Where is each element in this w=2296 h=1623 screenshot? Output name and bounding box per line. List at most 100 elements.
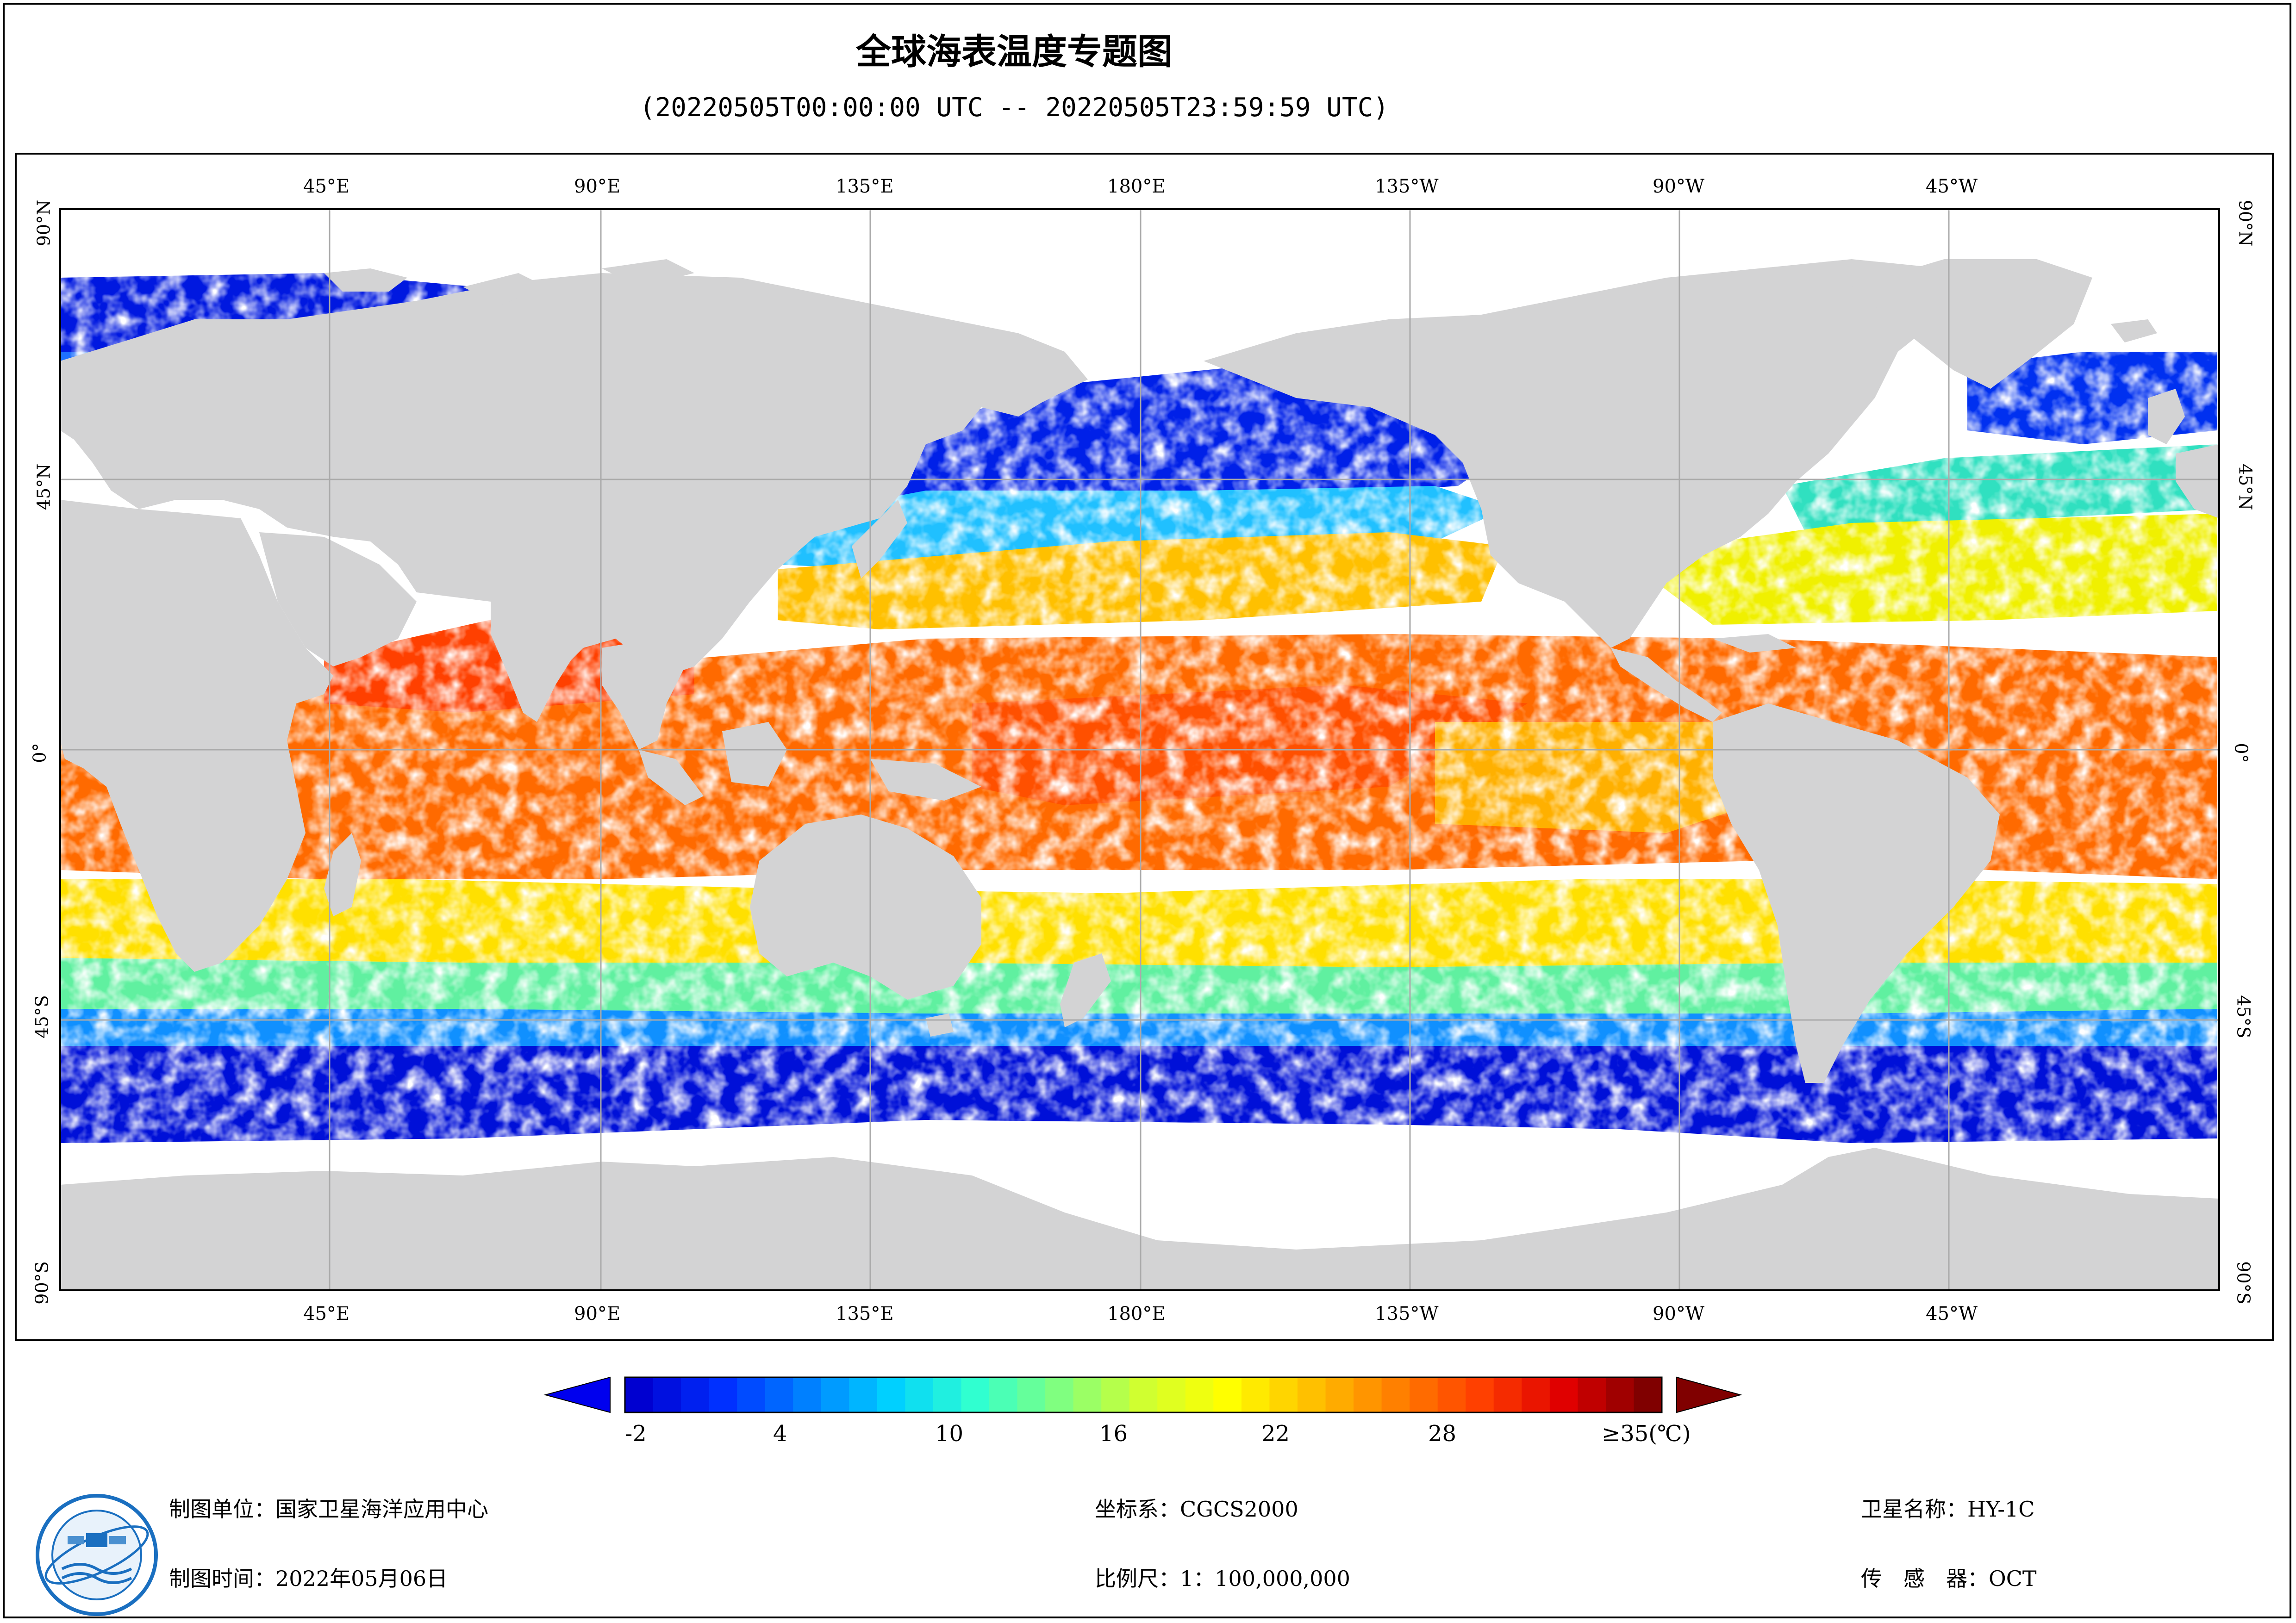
legend-label-16: 16 bbox=[1099, 1421, 1128, 1447]
colorbar-cell bbox=[1549, 1377, 1578, 1412]
lat-label-left-45n: 45°N bbox=[33, 463, 54, 510]
colorbar-cell bbox=[1522, 1377, 1550, 1412]
lon-label-top-135w: 135°W bbox=[1375, 176, 1439, 197]
new-guinea-island bbox=[870, 759, 981, 801]
footer-sensor: 传 感 器：OCT bbox=[1861, 1566, 2037, 1591]
new-zealand-islands bbox=[1060, 953, 1111, 1027]
colorbar-cell bbox=[989, 1377, 1018, 1412]
lon-label-bottom-135w: 135°W bbox=[1375, 1303, 1439, 1325]
page-border bbox=[3, 3, 2291, 1618]
colorbar-cell bbox=[737, 1377, 766, 1412]
legend-label-4: 4 bbox=[773, 1421, 787, 1447]
madagascar-island bbox=[324, 833, 361, 916]
japan-islands bbox=[852, 500, 907, 578]
colorbar-cell bbox=[849, 1377, 878, 1412]
lon-label-top-135e: 135°E bbox=[836, 176, 894, 197]
lat-label-right-0: 0° bbox=[2231, 743, 2252, 763]
colorbar-frame bbox=[624, 1376, 1663, 1413]
legend-label-35-unit: ≥35(℃) bbox=[1602, 1421, 1691, 1447]
arabian-peninsula bbox=[259, 532, 417, 666]
colorbar-min-arrow bbox=[543, 1376, 611, 1413]
lon-label-top-90e: 90°E bbox=[574, 176, 621, 197]
footer-coordinate-system: 坐标系：CGCS2000 bbox=[1095, 1497, 1298, 1522]
colorbar-cell bbox=[653, 1377, 681, 1412]
legend-label-28: 28 bbox=[1428, 1421, 1457, 1447]
colorbar-cell bbox=[1437, 1377, 1466, 1412]
indian-subcontinent bbox=[491, 602, 579, 722]
lat-label-right-90s: 90°S bbox=[2233, 1261, 2254, 1305]
severnaya-zemlya-island bbox=[602, 259, 694, 287]
lat-label-left-90s: 90°S bbox=[31, 1261, 52, 1305]
sumatra-island bbox=[639, 750, 704, 805]
lat-label-right-90n: 90°N bbox=[2235, 199, 2256, 247]
colorbar-cell bbox=[1605, 1377, 1634, 1412]
lat-label-right-45n: 45°N bbox=[2235, 463, 2256, 510]
colorbar-cell bbox=[1410, 1377, 1438, 1412]
footer-cartography-date: 制图时间：2022年05月06日 bbox=[169, 1566, 448, 1591]
map-frame bbox=[15, 153, 2274, 1341]
colorbar-cells bbox=[625, 1377, 1662, 1412]
eurasia-landmass bbox=[60, 273, 1088, 676]
colorbar-cell bbox=[1634, 1377, 1662, 1412]
map-title: 全球海表温度专题图 bbox=[856, 31, 1173, 72]
colorbar bbox=[543, 1376, 1742, 1413]
colorbar-cell bbox=[793, 1377, 822, 1412]
lat-label-left-0: 0° bbox=[29, 743, 50, 763]
lon-label-bottom-45w: 45°W bbox=[1926, 1303, 1978, 1325]
colorbar-cell bbox=[905, 1377, 934, 1412]
africa-landmass bbox=[60, 500, 333, 972]
colorbar-cell bbox=[1213, 1377, 1242, 1412]
north-america-landmass bbox=[1204, 259, 1990, 648]
graticule bbox=[60, 209, 2219, 1290]
colorbar-cell bbox=[1381, 1377, 1410, 1412]
colorbar-cell bbox=[1185, 1377, 1214, 1412]
colorbar-cell bbox=[1325, 1377, 1354, 1412]
colorbar-cell bbox=[961, 1377, 990, 1412]
lon-label-bottom-135e: 135°E bbox=[836, 1303, 894, 1325]
lat-label-left-90n: 90°N bbox=[33, 199, 54, 247]
western-europe bbox=[2176, 444, 2219, 518]
lat-label-left-45s: 45°S bbox=[31, 995, 52, 1038]
lon-label-top-45e: 45°E bbox=[303, 176, 350, 197]
nsoas-logo-icon bbox=[36, 1494, 158, 1616]
lon-label-top-90w: 90°W bbox=[1653, 176, 1705, 197]
lon-label-bottom-90w: 90°W bbox=[1653, 1303, 1705, 1325]
colorbar-cell bbox=[1045, 1377, 1074, 1412]
colorbar-max-arrow bbox=[1676, 1376, 1742, 1413]
colorbar-cell bbox=[765, 1377, 793, 1412]
lon-label-top-180e: 180°E bbox=[1107, 176, 1166, 197]
colorbar-cell bbox=[625, 1377, 654, 1412]
colorbar-cell bbox=[1241, 1377, 1270, 1412]
legend-label-22: 22 bbox=[1261, 1421, 1290, 1447]
lon-label-top-45w: 45°W bbox=[1926, 176, 1978, 197]
novaya-zemlya-island bbox=[463, 273, 546, 305]
colorbar-cell bbox=[1466, 1377, 1494, 1412]
colorbar-cell bbox=[1101, 1377, 1130, 1412]
svalbard-islands bbox=[324, 268, 407, 292]
footer-cartography-unit: 制图单位：国家卫星海洋应用中心 bbox=[169, 1497, 488, 1522]
british-isles bbox=[2148, 389, 2185, 444]
colorbar-cell bbox=[709, 1377, 737, 1412]
indochina-peninsula bbox=[602, 639, 685, 750]
colorbar-cell bbox=[1269, 1377, 1298, 1412]
lon-label-bottom-180e: 180°E bbox=[1107, 1303, 1166, 1325]
map-subtitle-time-range: (20220505T00:00:00 UTC -- 20220505T23:59… bbox=[639, 93, 1389, 123]
caribbean-islands bbox=[1713, 634, 1796, 653]
colorbar-cell bbox=[877, 1377, 905, 1412]
colorbar-cell bbox=[681, 1377, 710, 1412]
lon-label-bottom-90e: 90°E bbox=[574, 1303, 621, 1325]
south-america-landmass bbox=[1713, 703, 2000, 1083]
lon-label-bottom-45e: 45°E bbox=[303, 1303, 350, 1325]
australia-landmass bbox=[750, 815, 981, 1000]
colorbar-cell bbox=[1493, 1377, 1522, 1412]
central-america-isthmus bbox=[1611, 648, 1722, 722]
borneo-island bbox=[722, 722, 787, 787]
legend-label-10: 10 bbox=[935, 1421, 964, 1447]
greenland-landmass bbox=[1852, 259, 2092, 389]
colorbar-cell bbox=[1017, 1377, 1046, 1412]
lat-label-right-45s: 45°S bbox=[2233, 995, 2254, 1038]
footer-map-scale: 比例尺：1：100,000,000 bbox=[1095, 1566, 1350, 1591]
map-border bbox=[59, 208, 2220, 1291]
colorbar-cell bbox=[1073, 1377, 1102, 1412]
